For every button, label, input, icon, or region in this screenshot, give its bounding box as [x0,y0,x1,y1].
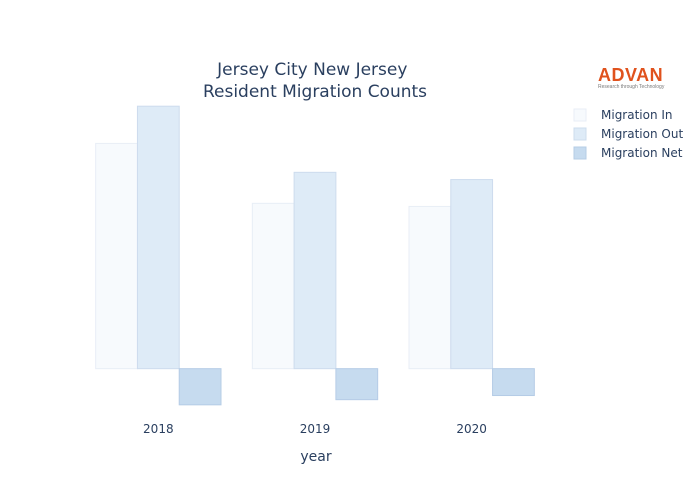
bar-migration-in-2020[interactable] [408,205,452,370]
legend-item-migration-net[interactable]: Migration Net [573,146,683,160]
x-tick-label-2018: 2018 [143,422,174,436]
legend[interactable]: Migration In Migration Out Migration Net [573,108,683,160]
bar-migration-out-2020[interactable] [450,179,494,370]
legend-label: Migration Out [601,127,683,141]
legend-swatch [573,127,587,141]
legend-item-migration-in[interactable]: Migration In [573,108,673,122]
legend-label: Migration Net [601,146,683,160]
bar-migration-out-2018[interactable] [136,105,180,370]
chart-title-line-1: Jersey City New Jersey [216,60,407,80]
bar-migration-in-2018[interactable] [95,142,138,370]
advan-logo: ADVAN Research through Technology [598,66,674,91]
legend-swatch [573,108,587,122]
bar-migration-net-2018[interactable] [178,368,222,406]
legend-item-migration-out[interactable]: Migration Out [573,127,683,141]
x-axis-ticks: 2018 2019 2020 [143,422,487,436]
logo-tagline: Research through Technology [598,84,665,90]
bar-migration-net-2020[interactable] [492,368,535,397]
chart-title: Jersey City New Jersey Resident Migratio… [203,60,427,102]
legend-swatch [573,146,587,160]
x-tick-label-2019: 2019 [300,422,331,436]
legend-label: Migration In [601,108,673,122]
bar-series-group [95,105,535,406]
chart-title-line-2: Resident Migration Counts [203,82,427,102]
x-tick-label-2020: 2020 [456,422,487,436]
bar-migration-net-2019[interactable] [335,368,379,401]
logo-wordmark: ADVAN [598,65,664,85]
bar-migration-out-2019[interactable] [293,171,337,370]
bar-migration-in-2019[interactable] [251,202,295,370]
x-axis-title: year [300,449,331,465]
